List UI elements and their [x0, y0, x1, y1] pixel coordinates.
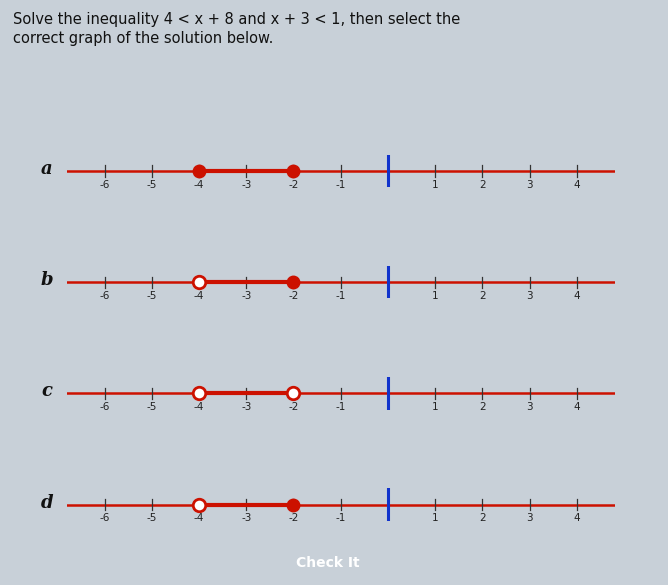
- Text: -6: -6: [100, 291, 110, 301]
- Text: -4: -4: [194, 180, 204, 190]
- Text: 3: 3: [526, 514, 533, 524]
- Text: 1: 1: [432, 180, 438, 190]
- Text: -2: -2: [289, 180, 299, 190]
- Text: -3: -3: [241, 291, 251, 301]
- Text: a: a: [41, 160, 53, 178]
- Text: -2: -2: [289, 514, 299, 524]
- Text: -2: -2: [289, 402, 299, 412]
- Text: -6: -6: [100, 402, 110, 412]
- Text: -4: -4: [194, 402, 204, 412]
- Text: d: d: [41, 494, 53, 512]
- Text: 2: 2: [479, 514, 486, 524]
- Text: 2: 2: [479, 291, 486, 301]
- Text: -5: -5: [146, 402, 157, 412]
- Text: -4: -4: [194, 291, 204, 301]
- Text: -6: -6: [100, 180, 110, 190]
- Text: 1: 1: [432, 291, 438, 301]
- Text: 2: 2: [479, 180, 486, 190]
- Text: b: b: [41, 271, 53, 290]
- Text: Check It: Check It: [295, 556, 359, 570]
- Text: 3: 3: [526, 402, 533, 412]
- Text: 4: 4: [573, 291, 580, 301]
- Text: 4: 4: [573, 180, 580, 190]
- Text: 4: 4: [573, 514, 580, 524]
- Text: -1: -1: [335, 514, 346, 524]
- Text: 4: 4: [573, 402, 580, 412]
- Text: c: c: [41, 383, 52, 401]
- Text: -5: -5: [146, 291, 157, 301]
- Text: -1: -1: [335, 180, 346, 190]
- Text: -3: -3: [241, 514, 251, 524]
- Text: -2: -2: [289, 291, 299, 301]
- Text: 3: 3: [526, 180, 533, 190]
- Text: -3: -3: [241, 402, 251, 412]
- Text: 2: 2: [479, 402, 486, 412]
- Text: -1: -1: [335, 402, 346, 412]
- Text: 1: 1: [432, 402, 438, 412]
- Text: -3: -3: [241, 180, 251, 190]
- Text: -5: -5: [146, 514, 157, 524]
- Text: Solve the inequality 4 < x + 8 and x + 3 < 1, then select the
correct graph of t: Solve the inequality 4 < x + 8 and x + 3…: [13, 12, 461, 46]
- Text: -1: -1: [335, 291, 346, 301]
- Text: 3: 3: [526, 291, 533, 301]
- Text: -5: -5: [146, 180, 157, 190]
- Text: 1: 1: [432, 514, 438, 524]
- Text: -6: -6: [100, 514, 110, 524]
- Text: -4: -4: [194, 514, 204, 524]
